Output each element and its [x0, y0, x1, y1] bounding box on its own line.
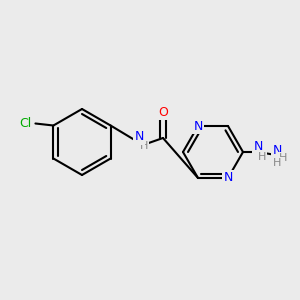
- Text: H: H: [140, 141, 148, 151]
- Text: H: H: [279, 153, 287, 163]
- Text: H: H: [258, 152, 266, 162]
- Text: Cl: Cl: [19, 117, 32, 130]
- Text: N: N: [134, 130, 144, 143]
- Text: N: N: [272, 143, 282, 157]
- Text: N: N: [223, 172, 233, 184]
- Text: N: N: [253, 140, 263, 152]
- Text: H: H: [273, 158, 281, 168]
- Text: O: O: [158, 106, 168, 118]
- Text: N: N: [193, 119, 203, 133]
